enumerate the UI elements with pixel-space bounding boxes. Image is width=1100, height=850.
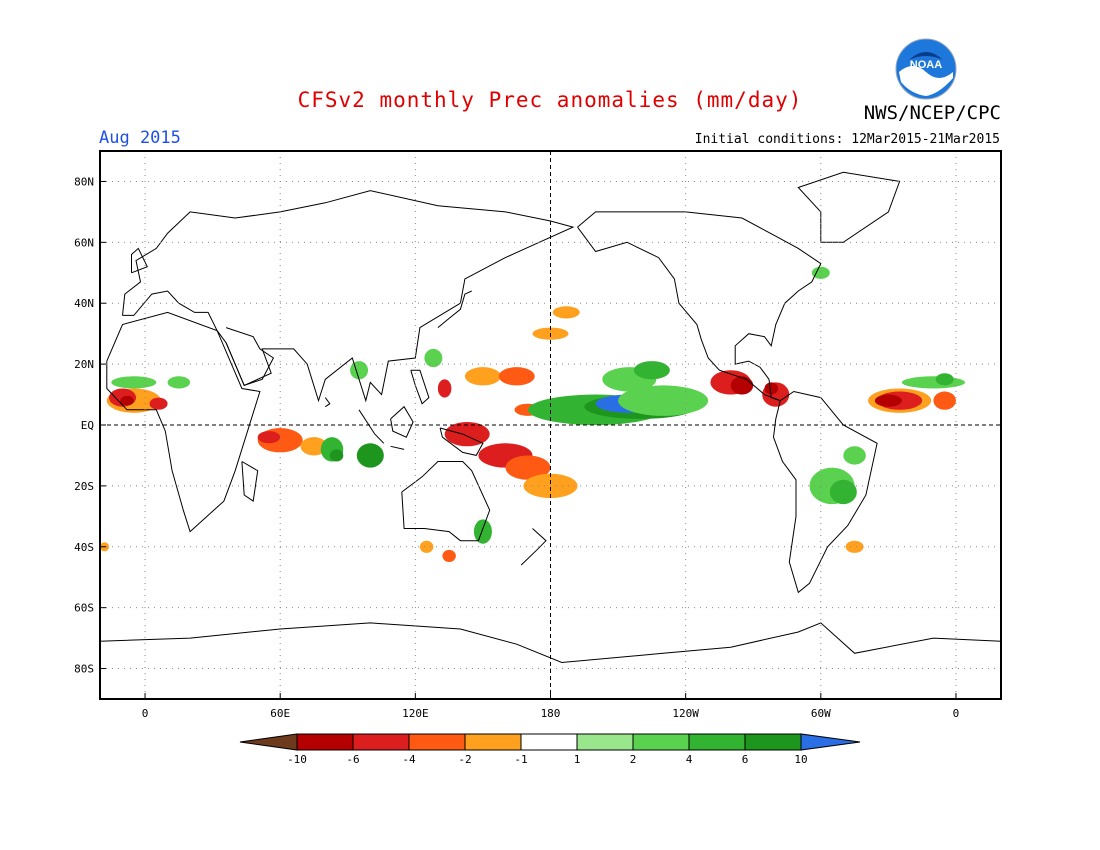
chart-title: CFSv2 monthly Prec anomalies (mm/day) bbox=[297, 88, 803, 112]
forecast-month: Aug 2015 bbox=[99, 128, 181, 148]
coastline bbox=[225, 327, 275, 387]
coastline bbox=[772, 390, 878, 594]
anomaly-region bbox=[444, 421, 490, 447]
colorbar-low-arrow bbox=[239, 733, 298, 751]
anomaly-region bbox=[329, 449, 344, 462]
anomaly-region bbox=[498, 367, 535, 386]
anomaly-region bbox=[120, 395, 134, 406]
anomaly-region bbox=[257, 431, 281, 444]
colorbar-segment bbox=[520, 733, 578, 751]
anomaly-region bbox=[464, 367, 501, 386]
coastline bbox=[99, 622, 1002, 664]
colorbar-segment bbox=[464, 733, 522, 751]
coastline bbox=[520, 528, 547, 566]
lat-label: 80N bbox=[74, 175, 94, 188]
lon-label: 60W bbox=[811, 707, 831, 720]
anomaly-region bbox=[843, 446, 866, 465]
colorbar-segment bbox=[352, 733, 410, 751]
colorbar-label: -2 bbox=[458, 753, 471, 766]
anomaly-region bbox=[437, 379, 452, 398]
lon-label: 0 bbox=[142, 707, 149, 720]
colorbar-label: 1 bbox=[574, 753, 581, 766]
colorbar-label: 6 bbox=[742, 753, 749, 766]
lat-label: 20N bbox=[74, 358, 94, 371]
coastline bbox=[122, 190, 575, 403]
coastline bbox=[439, 427, 484, 456]
anomaly-region bbox=[829, 479, 857, 505]
anomaly-region bbox=[901, 376, 965, 389]
lon-label: 60E bbox=[270, 707, 290, 720]
colorbar-high-arrow bbox=[800, 733, 861, 751]
anomaly-region bbox=[874, 394, 902, 407]
anomaly-region bbox=[811, 266, 830, 279]
coastline bbox=[390, 405, 414, 438]
lat-label: 40N bbox=[74, 297, 94, 310]
coastline bbox=[131, 247, 148, 274]
lon-label: 120W bbox=[672, 707, 699, 720]
colorbar-segment bbox=[296, 733, 354, 751]
anomaly-region bbox=[845, 540, 864, 553]
colorbar-label: -6 bbox=[346, 753, 359, 766]
anomaly-region bbox=[730, 376, 754, 395]
anomaly-region bbox=[442, 549, 456, 563]
coastline bbox=[324, 397, 331, 408]
anomaly-region bbox=[167, 376, 191, 389]
anomaly-region bbox=[300, 437, 328, 456]
lat-label: EQ bbox=[81, 419, 94, 432]
anomaly-region bbox=[356, 443, 384, 468]
anomaly-region bbox=[149, 397, 168, 410]
coastlines bbox=[99, 171, 1002, 664]
coastline bbox=[410, 369, 430, 405]
coastline bbox=[390, 445, 405, 450]
lat-label: 80S bbox=[74, 663, 94, 676]
anomaly-fields bbox=[100, 266, 965, 563]
coastline bbox=[577, 211, 822, 402]
colorbar-label: -10 bbox=[287, 753, 307, 766]
lat-label: 60N bbox=[74, 236, 94, 249]
lat-label: 40S bbox=[74, 541, 94, 554]
latitude-labels: 80N 60N 40N 20N EQ 20S 40S 60S 80S bbox=[74, 175, 106, 676]
anomaly-region bbox=[111, 376, 157, 389]
coastline bbox=[241, 461, 259, 502]
anomaly-region bbox=[552, 306, 580, 319]
lat-label: 60S bbox=[74, 602, 94, 615]
anomaly-region bbox=[764, 382, 779, 395]
anomaly-region bbox=[935, 373, 954, 386]
noaa-logo: NOAA bbox=[895, 38, 957, 100]
colorbar: -10 -6 -4 -2 -1 1 2 4 6 10 bbox=[239, 733, 861, 766]
colorbar-label: 4 bbox=[686, 753, 693, 766]
colorbar-label: 10 bbox=[794, 753, 807, 766]
coastline bbox=[797, 171, 901, 243]
lat-label: 20S bbox=[74, 480, 94, 493]
coastline bbox=[358, 409, 385, 444]
colorbar-segment bbox=[576, 733, 634, 751]
agency-label: NWS/NCEP/CPC bbox=[863, 102, 1001, 124]
anomaly-region bbox=[505, 455, 551, 480]
anomaly-region bbox=[424, 348, 443, 368]
coastline bbox=[401, 461, 491, 542]
noaa-logo-text: NOAA bbox=[910, 59, 942, 71]
colorbar-segment bbox=[688, 733, 746, 751]
colorbar-segment bbox=[632, 733, 690, 751]
longitude-labels: 0 60E 120E 180 120W 60W 0 bbox=[142, 693, 960, 720]
colorbar-label: -4 bbox=[402, 753, 416, 766]
lon-label: 120E bbox=[402, 707, 429, 720]
colorbar-label: 2 bbox=[630, 753, 637, 766]
anomaly-region bbox=[933, 391, 956, 410]
graticule bbox=[100, 151, 1001, 699]
colorbar-label: -1 bbox=[514, 753, 527, 766]
colorbar-segment bbox=[744, 733, 802, 751]
lon-label: 180 bbox=[541, 707, 561, 720]
colorbar-segment bbox=[408, 733, 466, 751]
anomaly-region bbox=[473, 519, 492, 544]
coastline bbox=[106, 311, 261, 533]
initial-conditions: Initial conditions: 12Mar2015-21Mar2015 bbox=[694, 132, 1000, 147]
anomaly-region bbox=[419, 540, 434, 553]
coastline bbox=[437, 290, 472, 328]
anomaly-region bbox=[633, 361, 670, 380]
anomaly-region bbox=[618, 385, 709, 416]
lon-label: 0 bbox=[953, 707, 960, 720]
